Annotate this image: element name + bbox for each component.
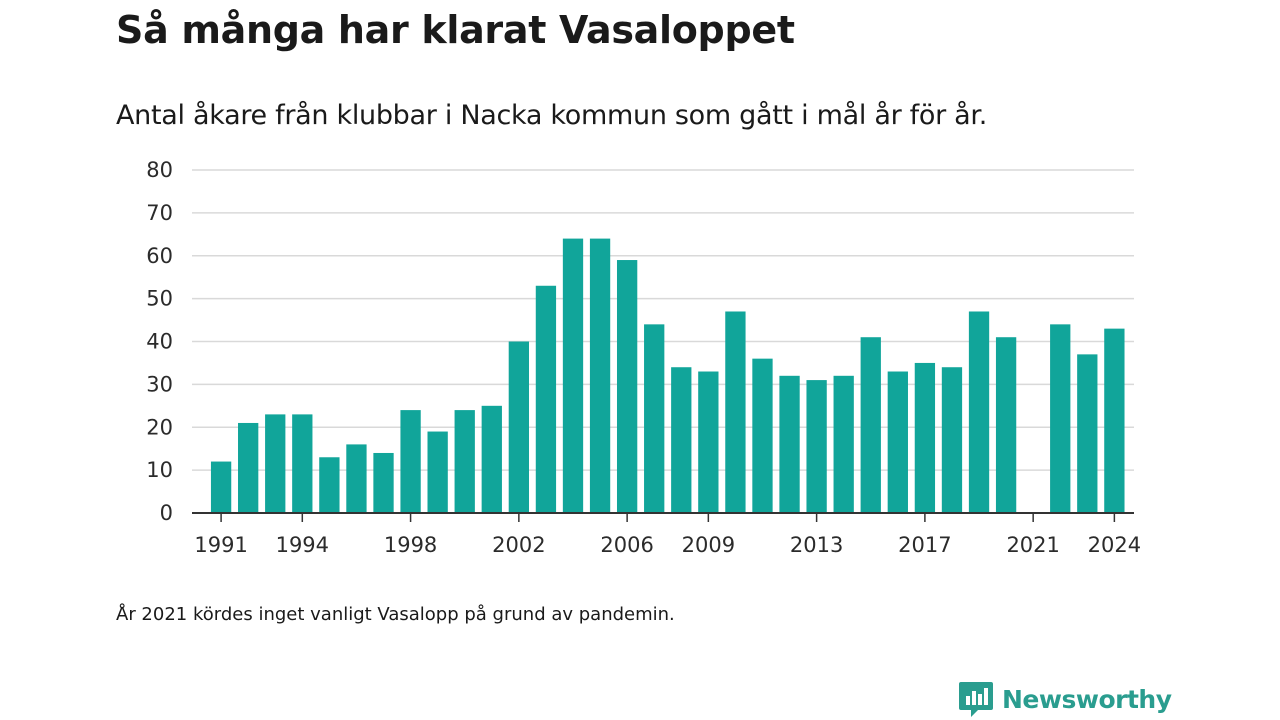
bar-2022[interactable] [1050, 324, 1071, 513]
bar-2019[interactable] [968, 311, 990, 513]
bar-2014[interactable] [833, 375, 854, 513]
bar-2006[interactable] [616, 260, 638, 513]
bar-2015[interactable] [860, 337, 881, 513]
y-tick-label: 70 [146, 201, 173, 225]
bar-1992[interactable] [238, 422, 259, 513]
y-tick-label: 30 [146, 372, 173, 396]
brand-logo[interactable]: Newsworthy [958, 680, 1172, 718]
x-tick-label: 1994 [276, 533, 329, 557]
bar-2017[interactable] [914, 362, 936, 513]
x-axis-tick-labels: 1991 1994 1998 2002 2006 2009 2013 2017 2021 2024 [194, 513, 1141, 557]
bar-1997[interactable] [373, 452, 394, 513]
bar-chart: 0 10 20 30 40 50 60 70 80 1991 1994 1998 2002 2006 20… [146, 158, 1141, 557]
x-tick-label: 2021 [1006, 533, 1059, 557]
bar-2020[interactable] [995, 337, 1017, 513]
x-tick-label: 2013 [790, 533, 843, 557]
bar-2023[interactable] [1077, 354, 1098, 513]
bar-2003[interactable] [535, 285, 557, 513]
bar-2011[interactable] [752, 358, 773, 513]
x-tick-label: 2024 [1088, 533, 1141, 557]
chart-title: Så många har klarat Vasaloppet [116, 8, 795, 52]
bar-1998[interactable] [400, 410, 421, 513]
bar-2005[interactable] [589, 238, 611, 513]
y-tick-label: 40 [146, 330, 173, 354]
bar-2001[interactable] [481, 405, 502, 513]
bar-2008[interactable] [671, 367, 692, 513]
newsworthy-logo-icon [959, 682, 993, 717]
bar-2000[interactable] [454, 410, 475, 513]
x-tick-label: 2009 [682, 533, 735, 557]
x-tick-label: 2017 [898, 533, 951, 557]
footnote: År 2021 kördes inget vanligt Vasalopp på… [116, 604, 675, 625]
bar-2024[interactable] [1104, 328, 1125, 513]
bar-2007[interactable] [644, 324, 665, 513]
y-tick-label: 80 [146, 158, 173, 182]
bar-2013[interactable] [806, 380, 827, 513]
bar-2004[interactable] [562, 238, 584, 513]
bar-2009[interactable] [698, 371, 719, 513]
chart-subtitle: Antal åkare från klubbar i Nacka kommun … [116, 100, 988, 131]
bar-2018[interactable] [941, 367, 963, 513]
bar-2016[interactable] [887, 371, 908, 513]
bar-1994[interactable] [292, 414, 313, 513]
bars [210, 238, 1125, 514]
y-tick-label: 10 [146, 458, 173, 482]
y-tick-label: 0 [160, 501, 173, 525]
bar-2012[interactable] [779, 375, 800, 513]
y-tick-label: 50 [146, 287, 173, 311]
x-tick-label: 2002 [492, 533, 545, 557]
y-tick-label: 20 [146, 415, 173, 439]
y-axis-tick-labels: 0 10 20 30 40 50 60 70 80 [146, 158, 173, 525]
bar-1999[interactable] [427, 431, 448, 513]
bar-1991[interactable] [210, 461, 232, 513]
y-tick-label: 60 [146, 244, 173, 268]
bar-1995[interactable] [319, 457, 340, 513]
bar-2002[interactable] [508, 341, 530, 514]
brand-name: Newsworthy [1002, 684, 1172, 714]
x-tick-label: 1998 [384, 533, 437, 557]
x-tick-label: 2006 [600, 533, 653, 557]
x-tick-label: 1991 [194, 533, 247, 557]
bar-2010[interactable] [725, 311, 746, 513]
bar-1993[interactable] [265, 414, 286, 513]
bar-1996[interactable] [346, 444, 367, 513]
